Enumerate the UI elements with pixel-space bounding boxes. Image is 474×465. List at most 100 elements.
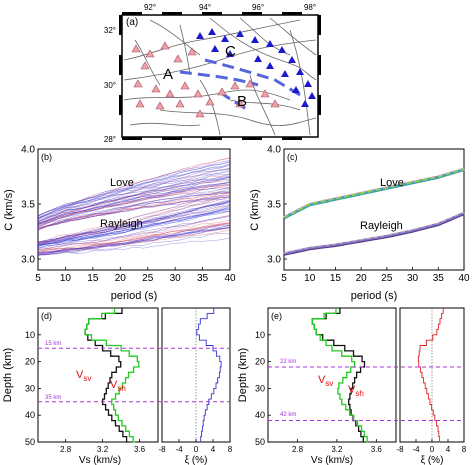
panel-d-vs-xlabel: Vs (km/s) [79,455,121,465]
panel-d-vsh-label: Vsh [110,379,126,393]
panel-e-depth-tick-label-3: 40 [255,410,265,420]
panel-b-ray-0-44 [37,167,231,219]
panel-b-ray-0-21 [37,169,231,222]
panel-b-ytick-label-0: 3.0 [21,255,35,266]
panel-b-ray-0-33 [37,181,231,226]
panel-a-map: (a) A B C 92° 94° 96° 98° 32° 30° 28° [104,3,321,144]
panel-e-profiles [268,308,464,443]
panel-d-vsv-label: Vsv [76,369,91,383]
panel-c-mean-curves [283,167,465,256]
panel-b-ray-1-37 [37,225,231,255]
panel-d-profiles [38,308,230,443]
panel-d-xi-tick-label-2: 0 [194,445,199,454]
panel-b-ray-0-34 [37,191,231,229]
panel-d-xi-tick-label-4: 8 [228,445,233,454]
panel-e-depth-tick-label-0: 10 [255,330,265,340]
panel-b-xtick-label-2: 15 [87,273,99,284]
panel-b-ray-1-39 [37,228,231,257]
panel-e-depth-tick-label-4: 50 [255,437,265,447]
panel-e-label: (e) [271,311,282,321]
panel-e-depth-tick-label-2: 30 [255,383,265,393]
panel-c-curve-0-2 [283,167,465,218]
panel-e-ylabel: Depth (km) [237,348,249,402]
station-triangles-pink [131,41,280,118]
panel-e-vsh-curve [311,308,369,443]
panel-b-ylabel: C (km/s) [3,189,15,231]
panel-a-label: (a) [126,17,138,28]
panel-b-ray-1-20 [37,196,231,243]
fault-lines [123,17,317,136]
panel-b-ray-0-8 [37,173,231,221]
panel-b-xtick-label-4: 25 [142,273,154,284]
panel-e-xi-curve [417,308,444,443]
panel-e-ticks: 10 20 30 40 50 2.8 3.2 3.6 -8 -4 0 4 8 [255,330,467,454]
panel-c-curve-1-1 [283,211,465,255]
panel-d-vs-tick-label-1: 3.2 [97,445,109,454]
lon-tick-92: 92° [144,3,156,12]
panel-b-love-label: Love [110,177,134,189]
panel-b-xtick-label-1: 10 [60,273,72,284]
panel-d-xi-tick-label-1: -4 [175,445,183,454]
map-frame-ticks [119,12,321,140]
panel-d-ticks: 10 20 30 40 50 2.8 3.2 3.6 -8 -4 0 4 8 [25,330,233,454]
panel-b-ray-1-43 [37,206,231,247]
panel-b-ray-0-25 [37,169,231,219]
panel-b-ray-0-16 [37,198,231,230]
panel-e-depth-tick-label-1: 20 [255,357,265,367]
panel-b-ray-1-42 [37,191,231,243]
panel-e-xi-tick-label-3: 4 [446,445,451,454]
panel-c: (c) Love Rayleigh 5 10 15 20 25 30 35 40 3.0 3.5 4… [249,145,470,303]
panel-b-ray-0-18 [37,192,231,231]
panel-e-vs-tick-label-0: 2.8 [292,445,304,454]
panel-b-ray-0-23 [37,181,231,225]
lon-tick-98: 98° [304,3,316,12]
panel-b-ray-0-43 [37,160,231,217]
lon-tick-94: 94° [199,3,211,12]
panel-b-ray-0-41 [37,170,231,220]
panel-d-ylabel: Depth (km) [2,348,14,402]
panel-c-xtick-label-5: 30 [407,273,419,284]
panel-b-xtick-label-0: 5 [35,273,41,284]
region-label-b: B [237,93,247,110]
lon-tick-96: 96° [252,3,264,12]
panel-e-vs-frame [267,307,397,443]
panel-b-ray-0-35 [37,191,231,228]
panel-b-rayleigh-label: Rayleigh [100,218,143,230]
panel-c-xtick-label-7: 40 [458,273,470,284]
panel-d-depth-tick-label-1: 20 [25,357,35,367]
lat-tick-30: 30° [104,81,116,90]
panel-b-xtick-label-6: 35 [197,273,209,284]
panel-b-ray-1-41 [37,209,231,248]
panel-b-ray-0-42 [37,180,231,223]
panel-b-label: (b) [41,152,52,162]
region-label-c: C [225,43,236,60]
panel-b-xlabel: period (s) [111,290,157,302]
panel-c-ylabel: C (km/s) [249,189,261,231]
panel-c-xtick-label-1: 10 [304,273,316,284]
panel-c-curve-0-0 [283,167,465,220]
station-triangles-blue [196,28,316,107]
panel-b: (b) Love Rayleigh 5 10 15 20 25 30 35 40 3.0 3.5 4… [3,145,236,303]
panel-b-ray-1-34 [37,224,231,255]
panel-e-vsh-label: Vsh [348,384,364,398]
panel-c-label: (c) [287,152,298,162]
panel-e-vs-tick-label-1: 3.2 [331,445,343,454]
panel-b-ytick-label-2: 4.0 [21,145,35,156]
panel-b-ray-0-36 [37,172,231,224]
panel-b-xtick-label-5: 30 [170,273,182,284]
panel-b-xtick-label-3: 20 [115,273,127,284]
panel-b-ray-1-7 [37,237,231,256]
panel-d-vsh-curve [84,308,140,443]
panel-b-ytick-label-1: 3.5 [21,200,35,211]
panel-b-ray-0-24 [37,157,231,219]
panel-d-depth-line-1-label: 15 km [45,341,61,347]
panel-e-xi-tick-label-2: 0 [430,445,435,454]
panel-b-ray-0-19 [37,176,231,222]
panel-b-ray-0-28 [37,174,231,225]
panel-c-ytick-label-0: 3.0 [267,255,281,266]
panel-d-vs-tick-label-0: 2.8 [60,445,72,454]
panel-b-ray-1-12 [37,223,231,252]
panel-d-depth-tick-label-4: 50 [25,437,35,447]
